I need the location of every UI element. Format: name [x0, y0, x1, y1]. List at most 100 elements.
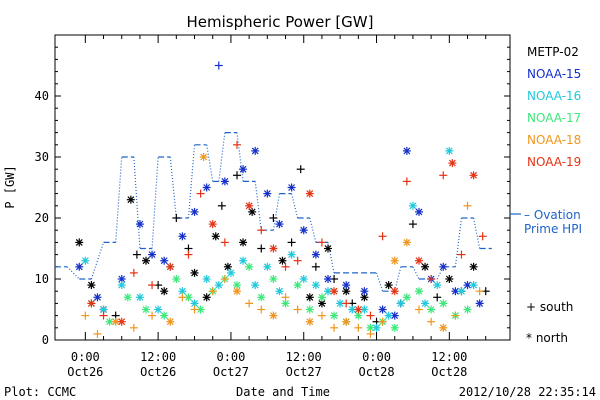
noaa-19-point-south	[184, 250, 193, 259]
noaa-16-point-north	[117, 281, 126, 290]
noaa-16-point-north	[239, 256, 248, 265]
noaa-19-point-north	[305, 189, 314, 198]
plot-frame	[54, 34, 511, 341]
noaa-17-point-north	[293, 281, 302, 290]
ovation-segment	[327, 242, 335, 274]
noaa-15-point-north	[402, 146, 411, 155]
footer-timestamp: 2012/10/28 22:35:14	[459, 385, 596, 399]
noaa-17-point-north	[172, 275, 181, 283]
noaa-17-point-north	[269, 275, 278, 283]
noaa-19-point-south	[342, 299, 351, 308]
metp-02-point-north	[324, 244, 332, 253]
metp-02-point-north	[202, 293, 211, 302]
noaa-19-point-north	[269, 244, 278, 253]
noaa-16-point-north	[445, 146, 454, 155]
legend-item-noaa-18: NOAA-18	[527, 133, 581, 147]
y-axis: 0 10 20 30 40	[35, 34, 510, 347]
noaa-15-point-south	[214, 61, 223, 70]
y-axis-label: P [GW]	[3, 165, 17, 208]
ovation-segment	[206, 144, 214, 182]
noaa-15-point-north	[251, 146, 260, 155]
noaa-17-point-north	[257, 293, 266, 302]
noaa-19-point-south	[402, 177, 411, 186]
noaa-16-point-north	[202, 275, 211, 283]
ovation-segment	[454, 217, 463, 267]
noaa-16-point-north	[469, 281, 478, 290]
ovation-segment	[412, 266, 420, 280]
ovation-segment	[254, 181, 262, 231]
noaa-15-point-north	[239, 165, 248, 174]
data-points-layer	[75, 61, 490, 338]
x-tick-label-time: 0:00	[362, 350, 391, 364]
metp-02-point-north	[342, 287, 351, 296]
noaa-18-point-south	[257, 305, 266, 314]
y-tick-label: 30	[35, 150, 49, 164]
noaa-19-point-south	[293, 256, 302, 265]
noaa-18-point-south	[427, 317, 436, 326]
noaa-15-point-north	[324, 275, 332, 283]
legend-item-noaa-19: NOAA-19	[527, 155, 581, 169]
noaa-18-point-south	[293, 305, 302, 314]
noaa-17-point-north	[427, 305, 436, 314]
metp-02-point-north	[87, 281, 96, 290]
noaa-19-point-south	[439, 171, 448, 180]
x-tick-label-date: Oct27	[286, 365, 322, 379]
ovation-segment	[236, 132, 244, 182]
noaa-17-point-north	[317, 293, 326, 302]
noaa-19-point-south	[317, 238, 326, 247]
noaa-16-point-north	[299, 275, 308, 283]
noaa-16-point-north	[408, 201, 417, 210]
ovation-segment	[218, 132, 226, 182]
noaa-17-point-north	[463, 305, 472, 314]
noaa-16-point-north	[214, 281, 223, 290]
noaa-15-point-north	[342, 281, 351, 290]
noaa-19-point-north	[87, 299, 96, 308]
ovation-segment	[133, 156, 141, 249]
noaa-18-point-north	[233, 287, 241, 296]
noaa-18-point-south	[93, 329, 102, 338]
noaa-19-point-north	[469, 171, 478, 180]
noaa-19-point-south	[427, 275, 436, 283]
noaa-19-point-north	[354, 305, 363, 314]
legend-item-noaa-17: NOAA-17	[527, 111, 581, 125]
x-tick-label-time: 0:00	[71, 350, 100, 364]
x-tick-label-date: Oct28	[431, 365, 467, 379]
noaa-15-point-north	[178, 232, 187, 241]
metp-02-point-north	[126, 195, 135, 204]
noaa-16-point-north	[275, 287, 284, 296]
noaa-15-point-north	[275, 220, 284, 229]
noaa-16-point-north	[251, 281, 260, 290]
metp-02-point-south	[172, 214, 181, 222]
metp-02-point-north	[469, 262, 478, 271]
noaa-16-point-north	[154, 305, 163, 314]
ovation-segment	[187, 144, 196, 219]
x-axis: 0:00Oct2612:00Oct260:00Oct2712:00Oct270:…	[67, 35, 487, 379]
noaa-15-point-north	[263, 189, 272, 198]
metp-02-point-south	[269, 214, 278, 222]
ovation-segment	[309, 217, 317, 243]
chart-title: Hemispheric Power [GW]	[187, 13, 374, 31]
noaa-18-point-south	[190, 305, 199, 314]
x-tick-label-date: Oct27	[213, 365, 249, 379]
noaa-18-point-south	[451, 311, 460, 320]
y-tick-label: 40	[35, 89, 49, 103]
x-tick-label-time: 0:00	[216, 350, 245, 364]
noaa-19-point-north	[330, 287, 339, 296]
noaa-15-point-north	[287, 183, 296, 192]
noaa-15-point-north	[475, 299, 484, 308]
noaa-16-point-north	[396, 299, 405, 308]
noaa-18-point-south	[245, 299, 254, 308]
legend-item-ovation-line2: Prime HPI	[524, 222, 582, 236]
noaa-17-point-north	[330, 311, 339, 320]
noaa-18-point-south	[281, 293, 290, 302]
ovation-segment	[90, 242, 105, 280]
metp-02-point-south	[287, 238, 296, 247]
noaa-15-point-north	[148, 250, 157, 259]
metp-02-point-north	[239, 238, 248, 247]
noaa-16-point-north	[190, 299, 199, 308]
x-tick-label-time: 12:00	[140, 350, 176, 364]
noaa-18-point-south	[366, 329, 375, 338]
metp-02-point-south	[257, 244, 266, 253]
noaa-17-point-north	[439, 299, 448, 308]
